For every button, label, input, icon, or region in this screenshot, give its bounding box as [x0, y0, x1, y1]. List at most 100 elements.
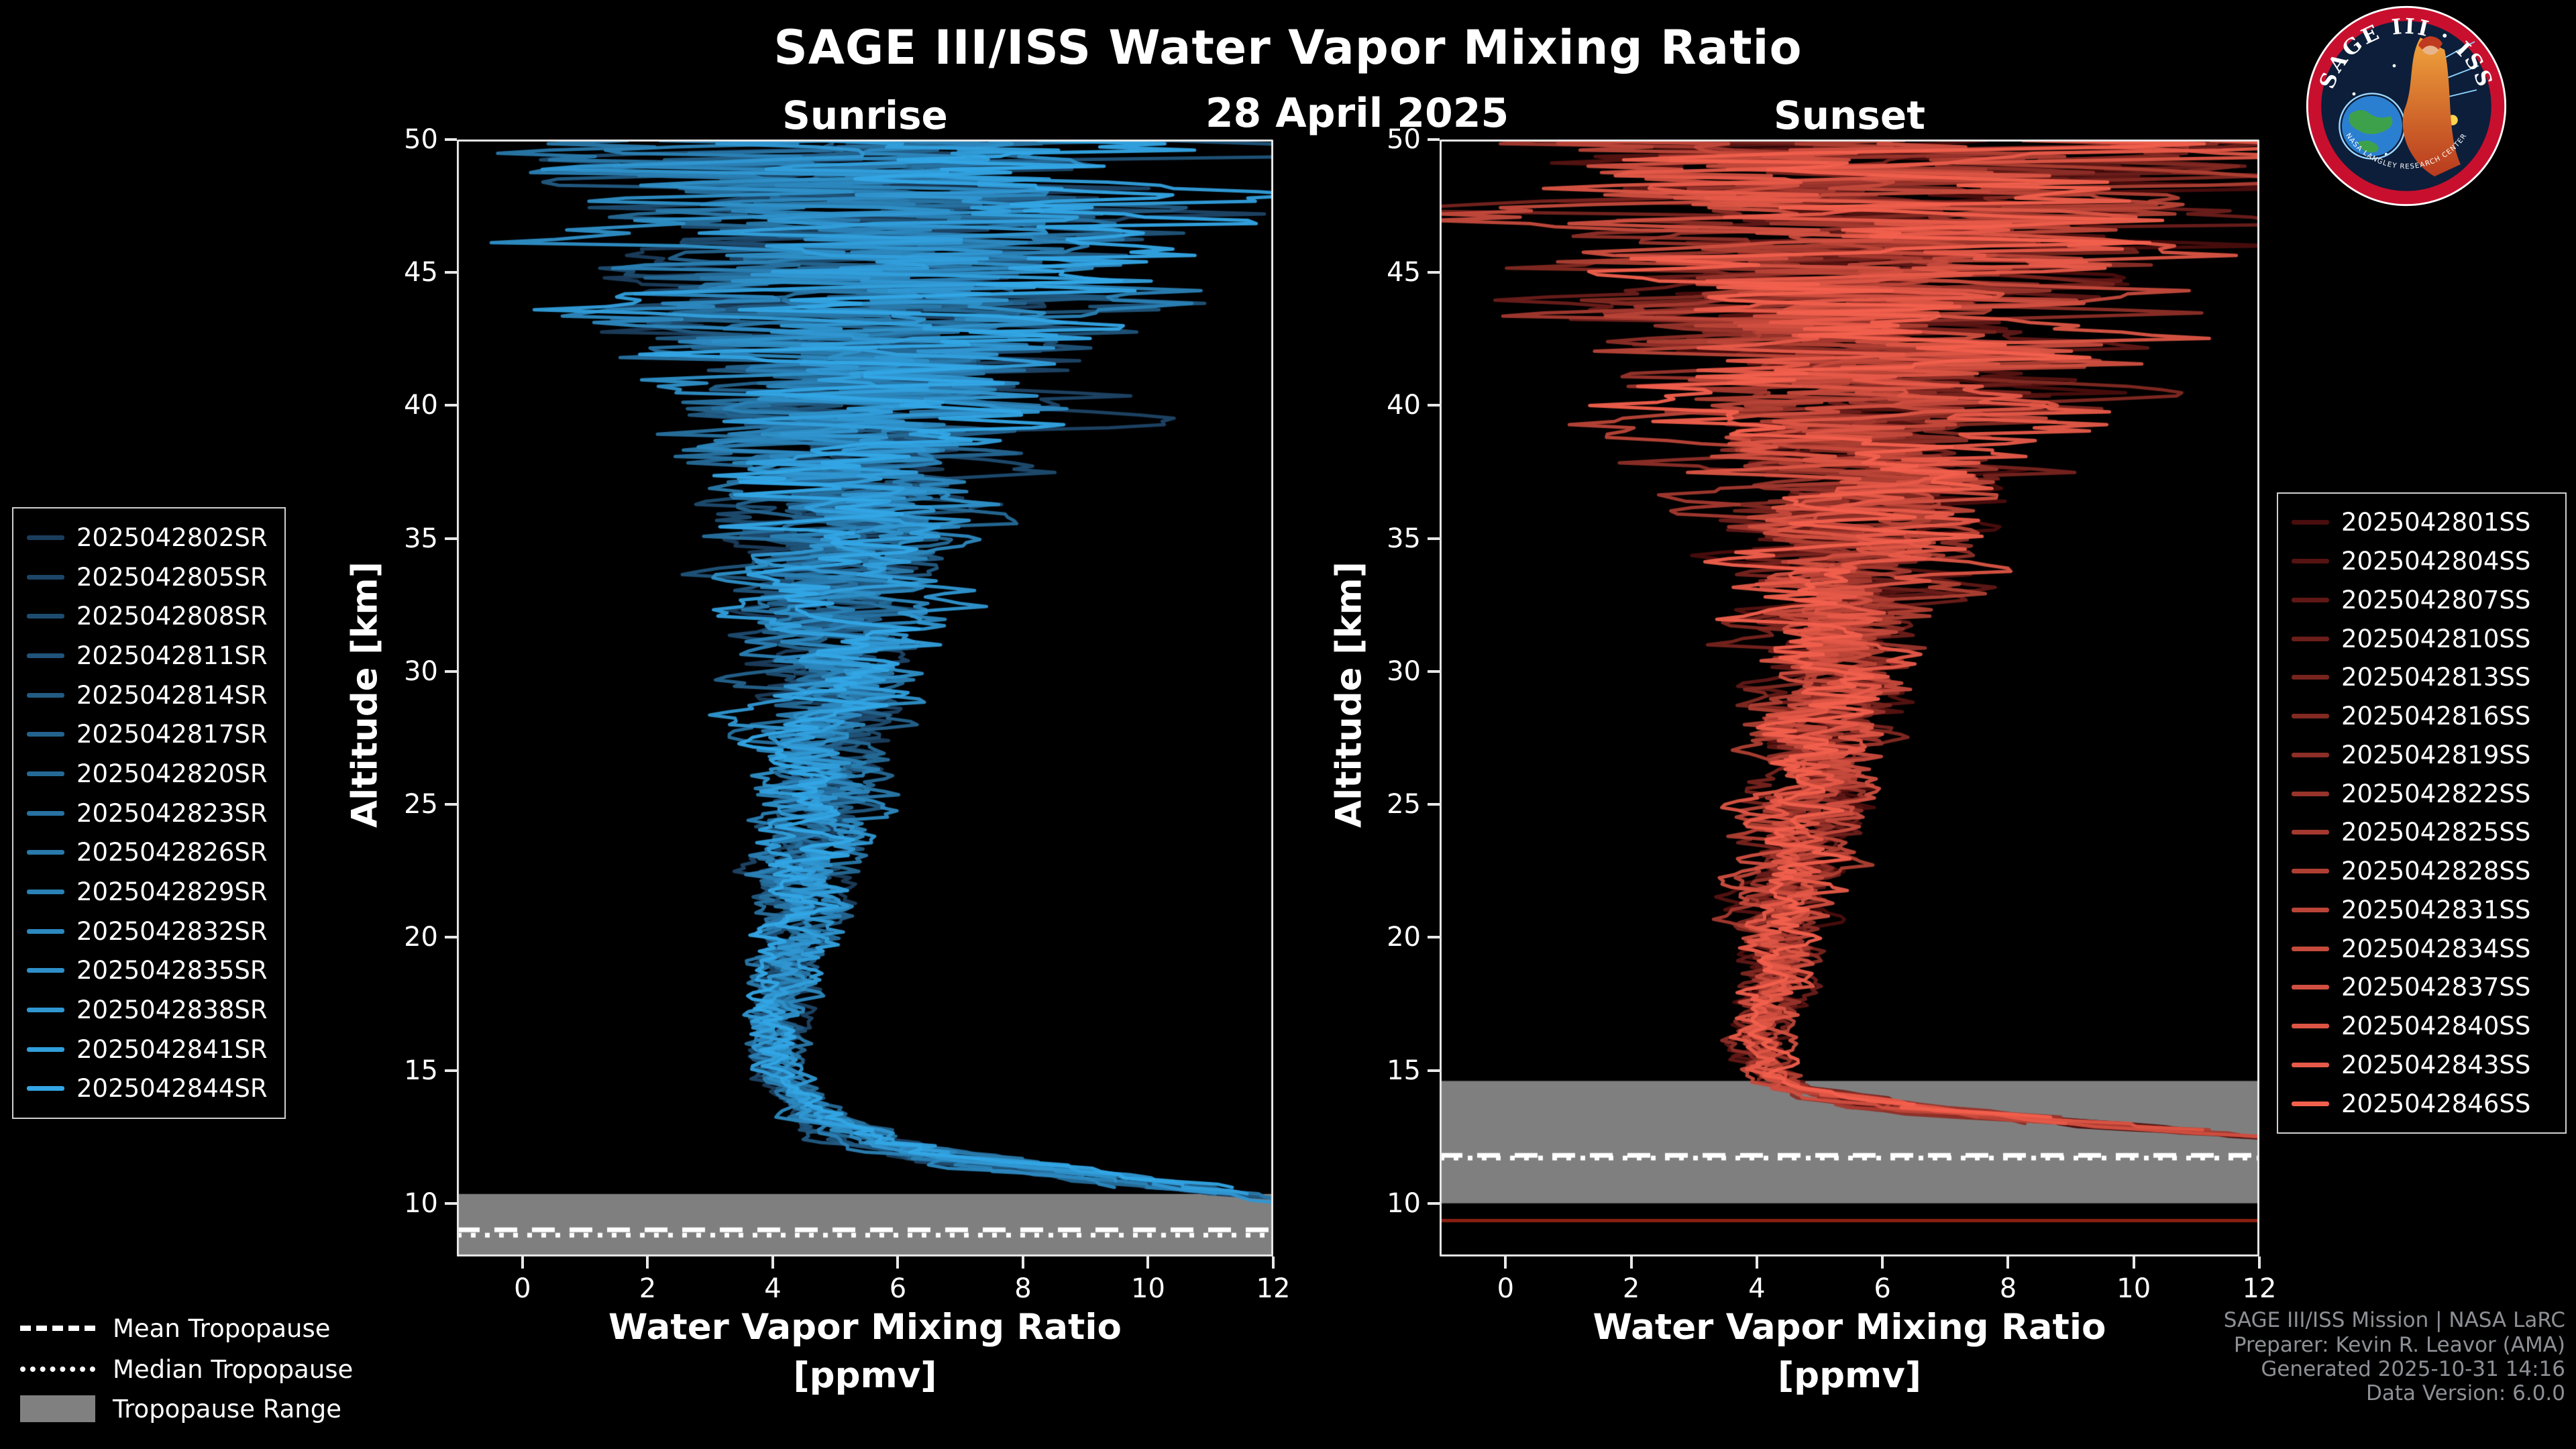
- panel-title-sunset: Sunset: [1774, 93, 1925, 138]
- sage-iii-iss-logo: SAGE III · ISS NASA LANGLEY RESEARCH CEN…: [2306, 5, 2507, 207]
- legend-line-swatch: [2292, 559, 2329, 564]
- legend-item: 2025042802SR: [27, 518, 271, 557]
- legend-event-label: 2025042837SS: [2341, 973, 2531, 1002]
- legend-event-label: 2025042828SS: [2341, 857, 2531, 886]
- logo-outer-ring: [2306, 5, 2507, 207]
- y-tick-label: 10: [404, 1187, 438, 1219]
- legend-line-swatch: [27, 1046, 64, 1052]
- sunset-x-axis-units: [ppmv]: [1777, 1355, 1922, 1396]
- y-tick-mark: [445, 1201, 457, 1205]
- x-tick-label: 6: [1874, 1273, 1891, 1304]
- legend-line-swatch: [2292, 791, 2329, 796]
- legend-item-tropopause-range: Tropopause Range: [20, 1393, 341, 1425]
- y-tick-label: 35: [404, 523, 438, 554]
- y-tick-mark: [445, 271, 457, 274]
- legend-line-swatch: [27, 535, 64, 540]
- legend-event-label: 2025042807SS: [2341, 585, 2531, 614]
- legend-event-label: 2025042834SS: [2341, 934, 2531, 963]
- legend-item: 2025042801SS: [2292, 503, 2552, 542]
- y-tick-mark: [1428, 271, 1440, 274]
- legend-item: 2025042804SS: [2292, 542, 2552, 581]
- legend-item: 2025042837SS: [2292, 968, 2552, 1007]
- y-tick-label: 40: [1387, 390, 1421, 421]
- legend-line-swatch: [27, 574, 64, 580]
- sunrise-plot-panel: 0 2 4 6 8 10 12 10 15 20 25 30 35 40 45 50: [404, 125, 1290, 1303]
- legend-line-swatch: [27, 810, 64, 816]
- x-tick-mark: [1272, 1256, 1275, 1269]
- legend-item: 2025042841SR: [27, 1030, 271, 1069]
- y-tick-label: 25: [1387, 789, 1421, 820]
- x-tick-label: 8: [1014, 1273, 1032, 1304]
- y-tick-label: 45: [1387, 257, 1421, 288]
- legend-line-swatch: [2292, 1062, 2329, 1067]
- x-tick-mark: [646, 1256, 649, 1269]
- x-tick-label: 0: [514, 1273, 531, 1304]
- legend-line-swatch: [2292, 985, 2329, 990]
- legend-item: 2025042805SR: [27, 557, 271, 597]
- legend-event-label: 2025042846SS: [2341, 1089, 2531, 1118]
- legend-event-label: 2025042826SR: [76, 838, 268, 867]
- legend-line-swatch: [27, 889, 64, 894]
- legend-item: 2025042831SS: [2292, 891, 2552, 930]
- legend-event-label: 2025042816SS: [2341, 702, 2531, 731]
- legend-event-label: 2025042819SS: [2341, 740, 2531, 769]
- legend-line-swatch: [2292, 1024, 2329, 1029]
- legend-line-swatch: [27, 1086, 64, 1091]
- x-tick-mark: [2132, 1256, 2135, 1269]
- legend-item: 2025042843SS: [2292, 1046, 2552, 1085]
- x-tick-mark: [896, 1256, 900, 1269]
- legend-line-swatch: [27, 653, 64, 658]
- median-tropopause-label: Median Tropopause: [113, 1354, 354, 1384]
- legend-item: 2025042808SR: [27, 596, 271, 636]
- legend-line-swatch: [2292, 520, 2329, 525]
- y-tick-mark: [1428, 404, 1440, 407]
- legend-item: 2025042829SR: [27, 872, 271, 912]
- y-tick-mark: [1428, 669, 1440, 673]
- legend-event-label: 2025042835SR: [76, 956, 268, 985]
- legend-line-swatch: [27, 928, 64, 934]
- gray-patch-sample: [20, 1395, 95, 1422]
- y-tick-mark: [445, 404, 457, 407]
- legend-event-label: 2025042844SR: [76, 1074, 268, 1104]
- legend-item: 2025042832SR: [27, 912, 271, 951]
- legend-item: 2025042846SS: [2292, 1084, 2552, 1123]
- x-tick-mark: [1629, 1256, 1633, 1269]
- legend-event-label: 2025042814SR: [76, 680, 268, 710]
- x-tick-label: 6: [889, 1273, 907, 1304]
- y-tick-label: 20: [404, 922, 438, 953]
- y-tick-mark: [445, 936, 457, 939]
- x-tick-mark: [1146, 1256, 1150, 1269]
- y-tick-label: 35: [1387, 523, 1421, 554]
- x-tick-label: 10: [2116, 1273, 2151, 1304]
- legend-event-label: 2025042832SR: [76, 916, 268, 946]
- y-tick-label: 50: [1387, 124, 1421, 155]
- legend-item: 2025042844SR: [27, 1069, 271, 1108]
- y-tick-mark: [1428, 138, 1440, 141]
- legend-line-swatch: [27, 614, 64, 619]
- y-tick-mark: [1428, 936, 1440, 939]
- legend-event-label: 2025042820SR: [76, 759, 268, 788]
- y-tick-label: 20: [1387, 922, 1421, 953]
- legend-item: 2025042838SR: [27, 990, 271, 1030]
- tropopause-range-label: Tropopause Range: [113, 1394, 342, 1424]
- legend-event-label: 2025042810SS: [2341, 624, 2531, 653]
- legend-item: 2025042820SR: [27, 754, 271, 794]
- legend-event-label: 2025042813SS: [2341, 663, 2531, 692]
- legend-line-swatch: [2292, 636, 2329, 641]
- legend-item: 2025042835SR: [27, 951, 271, 990]
- sunrise-x-axis-units: [ppmv]: [793, 1355, 937, 1396]
- y-tick-label: 15: [404, 1055, 438, 1086]
- sunrise-event-legend: 2025042802SR 2025042805SR 2025042808SR 2025…: [12, 507, 286, 1119]
- y-tick-mark: [1428, 803, 1440, 806]
- legend-line-swatch: [27, 732, 64, 737]
- sunset-plot-canvas: [1440, 140, 2259, 1256]
- legend-line-swatch: [27, 692, 64, 698]
- legend-line-swatch: [2292, 675, 2329, 680]
- sunset-event-legend: 2025042801SS 2025042804SS 2025042807SS 2025…: [2277, 492, 2567, 1134]
- logo-figure: [2402, 38, 2461, 176]
- footer-preparer: Preparer: Kevin R. Leavor (AMA): [2233, 1333, 2565, 1357]
- legend-event-label: 2025042823SR: [76, 798, 268, 828]
- y-tick-label: 45: [404, 257, 438, 288]
- legend-event-label: 2025042801SS: [2341, 508, 2531, 537]
- legend-event-label: 2025042838SR: [76, 995, 268, 1024]
